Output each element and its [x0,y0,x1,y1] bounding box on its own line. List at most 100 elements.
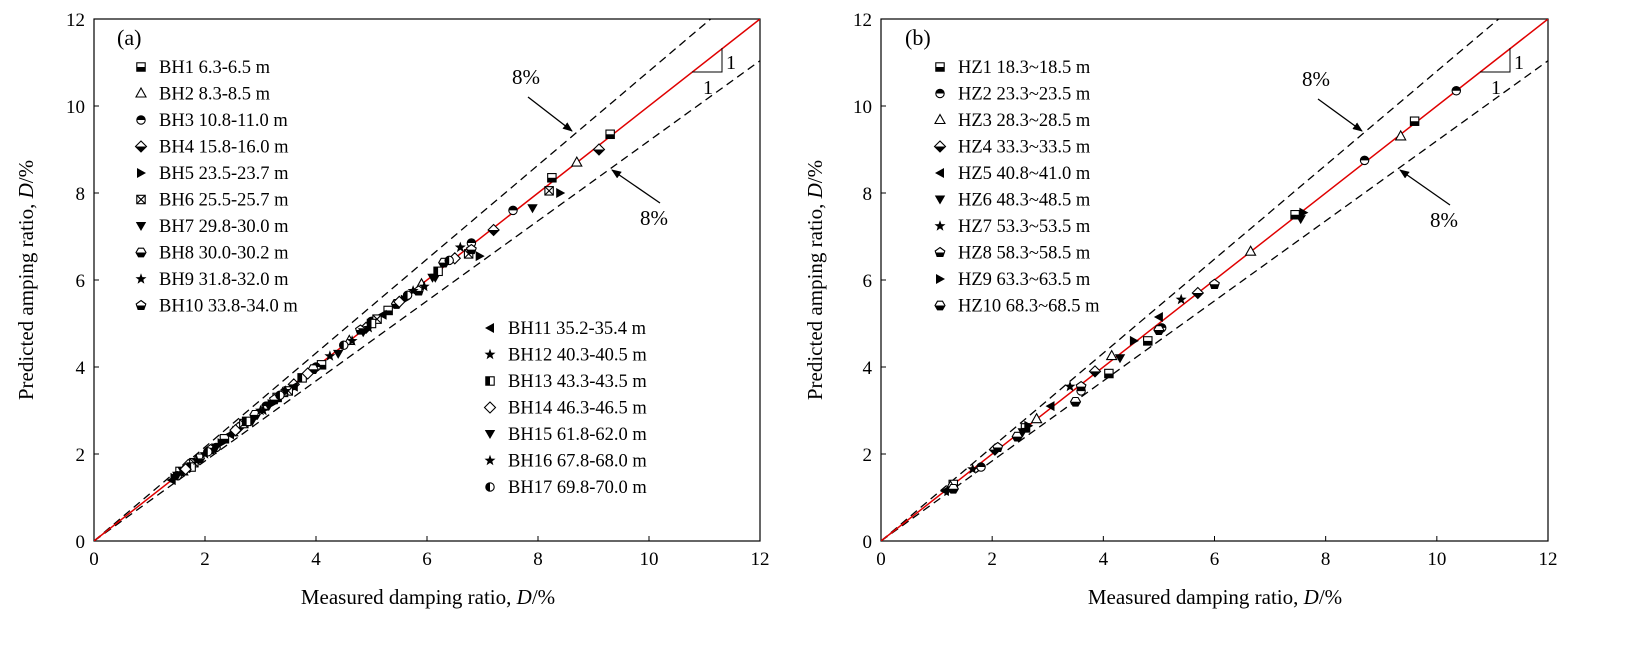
x-tick-label: 12 [1539,549,1558,570]
data-point [1209,278,1220,289]
panel-b: (b) Measured damping ratio, D/% Predicte… [803,10,1558,609]
legend-marker [136,194,146,205]
panel-b-slope-run-label: 1 [1491,77,1501,99]
data-point [358,328,369,338]
legend-item: HZ2 23.3~23.5 m [935,85,1091,105]
x-tick-label: 8 [533,549,543,570]
upper-bound-arrow [1317,98,1363,132]
y-tick-label: 12 [853,10,872,31]
data-point [433,266,443,277]
data-point [1394,129,1407,141]
data-point [592,143,606,156]
data-point [1295,215,1306,225]
data-point [1030,412,1043,424]
data-point [947,483,959,494]
legend-item: BH13 43.3-43.5 m [485,372,647,392]
legend-item: HZ8 58.3~58.5 m [934,244,1091,264]
legend-item: HZ7 53.3~53.5 m [934,217,1091,237]
lower-bound-arrow [1399,169,1451,206]
x-tick-label: 8 [1321,549,1331,570]
data-point [1105,349,1118,361]
legend-marker [137,168,146,178]
legend-item: BH15 61.8-62.0 m [484,425,647,445]
y-tick-label: 4 [76,358,86,379]
legend-marker [935,88,945,99]
data-point [605,129,615,140]
legend-label: BH11 35.2-35.4 m [508,319,647,339]
panel-b-slope-rise-label: 1 [1514,52,1524,74]
data-point [346,335,358,346]
data-point [333,349,344,359]
panel-b-y-axis-label: Predicted amping ratio, D/% [803,160,827,400]
legend-label: BH9 31.8-32.0 m [159,270,289,290]
slope-triangle [1480,48,1511,73]
y-tick-label: 6 [76,271,86,292]
legend-item: HZ9 63.3~63.5 m [936,270,1091,290]
legend-label: HZ4 33.3~33.5 m [958,138,1091,158]
data-point [255,404,266,416]
legend-label: BH10 33.8-34.0 m [159,297,298,317]
legend-label: HZ9 63.3~63.5 m [958,270,1091,290]
y-tick-label: 8 [863,184,873,205]
data-point [1191,286,1205,300]
data-point [1175,293,1187,305]
data-point [301,367,314,380]
legend-marker [135,247,147,258]
lower-bound-line [94,60,760,541]
lower-bound-arrow [611,169,661,204]
legend-marker [135,273,147,284]
data-point [166,475,176,486]
panel-b-lower-bound-label: 8% [1430,208,1458,232]
data-point [1143,336,1153,346]
x-tick-label: 12 [751,549,770,570]
y-tick-label: 0 [863,532,873,553]
legend-item: BH5 23.5-23.7 m [137,164,289,184]
legend-item: BH16 67.8-68.0 m [484,452,647,472]
y-tick-label: 10 [66,97,85,118]
legend-item: HZ4 33.3~33.5 m [933,138,1091,158]
legend-label: BH2 8.3-8.5 m [159,85,271,105]
panel-b-points [939,86,1462,496]
legend-marker [936,274,945,284]
legend-label: BH8 30.0-30.2 m [159,244,289,264]
legend-marker [135,299,147,311]
legend-marker [136,115,146,125]
data-point [465,243,477,255]
legend-marker [484,454,496,466]
data-point [338,340,349,350]
legend-label: HZ3 28.3~28.5 m [958,111,1091,131]
x-tick-label: 4 [311,549,321,570]
panel-a-legend-1: BH1 6.3-6.5 m BH2 8.3-8.5 m BH3 10.8-11.0 … [134,58,298,317]
data-point [508,205,518,216]
data-point [1064,380,1076,392]
legend-item: BH3 10.8-11.0 m [136,111,288,131]
data-point [1045,401,1055,412]
legend-label: BH12 40.3-40.5 m [508,346,647,366]
x-tick-label: 0 [876,549,886,570]
legend-marker [135,222,147,231]
data-point [1088,365,1102,378]
legend-label: BH3 10.8-11.0 m [159,111,288,131]
data-point [1290,210,1300,220]
data-point [570,155,583,167]
legend-item: BH6 25.5-25.7 m [136,191,289,211]
data-point [172,471,183,481]
data-point [393,295,406,309]
legend-label: HZ2 23.3~23.5 m [958,85,1091,105]
legend-label: BH14 46.3-46.5 m [508,399,647,419]
data-point [939,486,949,496]
data-point [241,416,252,427]
panel-a-lower-bound-label: 8% [640,206,668,230]
data-point [366,318,377,329]
y-tick-label: 0 [76,532,86,553]
data-point [967,463,979,474]
legend-item: BH8 30.0-30.2 m [135,244,289,264]
legend-item: BH14 46.3-46.5 m [483,399,647,419]
x-tick-label: 4 [1099,549,1109,570]
legend-marker [934,113,946,125]
data-point [280,385,291,396]
data-point [1011,431,1023,442]
x-tick-label: 6 [1210,549,1220,570]
legend-label: BH4 15.8-16.0 m [159,138,289,158]
